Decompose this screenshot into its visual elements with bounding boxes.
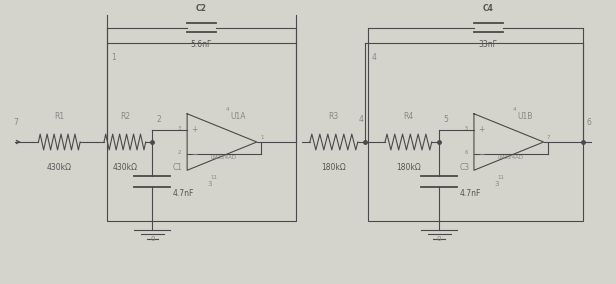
Text: 4.7nF: 4.7nF <box>460 189 481 198</box>
Text: 0: 0 <box>437 236 442 242</box>
Text: C4: C4 <box>483 4 493 12</box>
Text: 430kΩ: 430kΩ <box>112 163 137 172</box>
Text: 4.7nF: 4.7nF <box>172 189 194 198</box>
Text: C2: C2 <box>196 4 207 12</box>
Text: 1: 1 <box>111 53 116 62</box>
Text: −: − <box>478 150 484 159</box>
Text: 33nF: 33nF <box>479 40 498 49</box>
Text: R1: R1 <box>54 112 64 121</box>
Text: 3: 3 <box>208 181 212 187</box>
Text: C1: C1 <box>172 163 183 172</box>
Text: 5: 5 <box>464 126 468 131</box>
Text: 7: 7 <box>547 135 550 140</box>
Text: 180kΩ: 180kΩ <box>396 163 421 172</box>
Text: 4: 4 <box>372 53 377 62</box>
Text: 3: 3 <box>178 126 181 131</box>
Bar <box>368 43 583 221</box>
Text: 7: 7 <box>13 118 18 127</box>
Text: 6: 6 <box>464 151 468 155</box>
Text: 5: 5 <box>444 115 448 124</box>
Text: U1B: U1B <box>517 112 532 121</box>
Text: −: − <box>191 150 198 159</box>
Text: 4: 4 <box>226 107 230 112</box>
Bar <box>107 43 296 221</box>
Text: R3: R3 <box>329 112 339 121</box>
Text: 180kΩ: 180kΩ <box>322 163 346 172</box>
Text: 4: 4 <box>359 115 363 124</box>
Text: 0: 0 <box>150 236 155 242</box>
Text: C3: C3 <box>460 163 470 172</box>
Text: 4: 4 <box>513 107 516 112</box>
Text: 2: 2 <box>178 151 181 155</box>
Text: LM324AD: LM324AD <box>211 155 237 160</box>
Text: 6: 6 <box>586 118 591 127</box>
Text: 430kΩ: 430kΩ <box>47 163 72 172</box>
Text: U1A: U1A <box>230 112 246 121</box>
Text: 1: 1 <box>260 135 264 140</box>
Text: LM324AD: LM324AD <box>497 155 524 160</box>
Text: R4: R4 <box>403 112 413 121</box>
Text: +: + <box>191 125 198 134</box>
Text: 11: 11 <box>497 175 504 180</box>
Text: 5.6nF: 5.6nF <box>191 40 212 49</box>
Text: 3: 3 <box>494 181 499 187</box>
Text: 11: 11 <box>210 175 217 180</box>
Text: 2: 2 <box>156 115 161 124</box>
Text: R2: R2 <box>120 112 130 121</box>
Text: +: + <box>478 125 484 134</box>
